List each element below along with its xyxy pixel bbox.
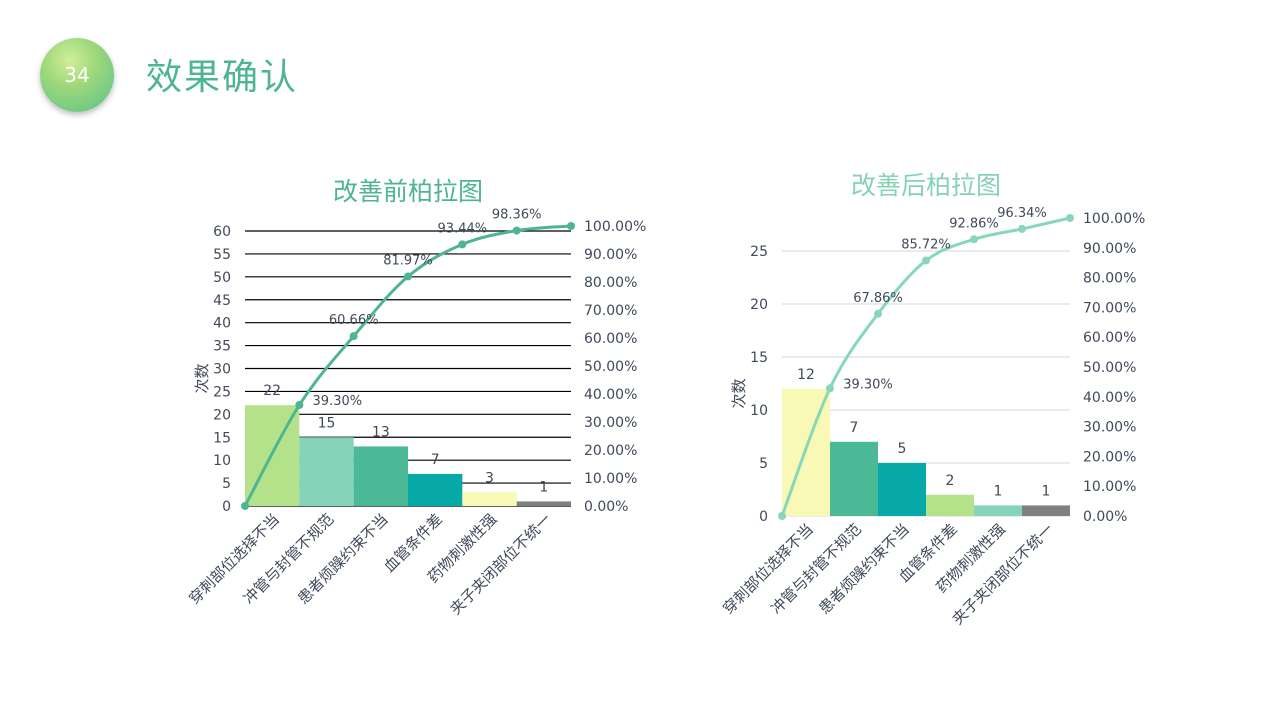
- before-y-tick-label: 40: [213, 316, 231, 332]
- after-y2-tick-label: 30.00%: [1083, 420, 1136, 436]
- before-y-tick-label: 35: [213, 339, 231, 355]
- slide-title: 效果确认: [146, 57, 299, 98]
- after-y-tick-label: 20: [750, 297, 768, 313]
- before-y-tick-label: 10: [213, 453, 231, 469]
- after-y-tick-label: 5: [759, 456, 768, 472]
- before-bar: [516, 501, 571, 506]
- after-y2-tick-label: 70.00%: [1083, 300, 1136, 316]
- before-bar-value-label: 1: [539, 479, 548, 495]
- before-cumulative-point: [349, 332, 358, 341]
- after-y2-tick-label: 90.00%: [1083, 241, 1136, 257]
- before-y-tick-label: 5: [222, 476, 231, 492]
- after-y2-tick-label: 50.00%: [1083, 360, 1136, 376]
- before-y2-tick-label: 50.00%: [584, 359, 637, 375]
- before-y2-tick-label: 10.00%: [584, 471, 637, 487]
- after-cumulative-point: [826, 384, 834, 393]
- after-cumulative-point: [1018, 224, 1026, 233]
- before-cumulative-label: 39.30%: [313, 394, 363, 409]
- before-bar-value-label: 3: [485, 470, 494, 486]
- after-y2-tick-label: 60.00%: [1083, 330, 1136, 346]
- after-y2-tick-label: 20.00%: [1083, 449, 1136, 465]
- before-y-tick-label: 50: [213, 270, 231, 286]
- after-bar: [926, 494, 974, 516]
- before-x-category-label: 穿刺部位选择不当: [185, 510, 283, 608]
- after-bar: [878, 463, 926, 516]
- after-bar: [830, 441, 878, 516]
- after-cumulative-point: [1066, 214, 1074, 222]
- before-bar: [299, 437, 354, 506]
- after-y2-tick-label: 0.00%: [1083, 509, 1127, 525]
- after-bar-value-label: 7: [850, 420, 859, 436]
- page-number-badge: 34: [40, 38, 114, 112]
- after-cumulative-label: 96.34%: [997, 206, 1047, 221]
- before-y2-tick-label: 40.00%: [584, 387, 637, 403]
- chart-before-title: 改善前柏拉图: [332, 177, 483, 206]
- before-y2-tick-label: 90.00%: [584, 247, 637, 263]
- after-bar-value-label: 1: [994, 483, 1003, 499]
- before-bar: [408, 473, 463, 506]
- before-y-tick-label: 30: [213, 362, 231, 378]
- after-cumulative-point: [970, 235, 978, 244]
- before-cumulative-label: 60.66%: [329, 313, 379, 328]
- after-bar: [974, 505, 1022, 516]
- before-bar-value-label: 22: [263, 383, 281, 399]
- after-bar-value-label: 2: [946, 473, 955, 489]
- before-y2-tick-label: 60.00%: [584, 331, 637, 347]
- after-y-tick-label: 25: [750, 244, 768, 260]
- after-y-tick-label: 10: [750, 403, 768, 419]
- before-y2-tick-label: 30.00%: [584, 415, 637, 431]
- after-y-tick-label: 0: [759, 509, 768, 525]
- before-y-tick-label: 25: [213, 384, 231, 400]
- after-bar-value-label: 12: [797, 367, 815, 383]
- after-bar-value-label: 1: [1042, 483, 1051, 499]
- after-cumulative-label: 85.72%: [901, 238, 951, 253]
- before-y-axis-label: 次数: [193, 363, 211, 393]
- before-bar-value-label: 15: [318, 415, 336, 431]
- after-bar-value-label: 5: [898, 441, 907, 457]
- before-y2-tick-label: 70.00%: [584, 303, 637, 319]
- after-cumulative-point: [778, 512, 786, 520]
- before-cumulative-label: 93.44%: [438, 221, 488, 236]
- before-cumulative-point: [295, 401, 304, 410]
- before-cumulative-point: [458, 240, 467, 249]
- after-y2-tick-label: 10.00%: [1083, 479, 1136, 495]
- after-cumulative-label: 92.86%: [949, 216, 999, 231]
- before-y2-tick-label: 0.00%: [584, 499, 628, 515]
- after-y2-tick-label: 100.00%: [1083, 211, 1145, 227]
- before-y-tick-label: 20: [213, 407, 231, 423]
- before-y2-tick-label: 100.00%: [584, 219, 646, 235]
- after-cumulative-label: 39.30%: [843, 377, 893, 392]
- before-cumulative-point: [241, 502, 249, 510]
- before-y2-tick-label: 80.00%: [584, 275, 637, 291]
- before-bar: [462, 492, 517, 506]
- before-y-tick-label: 55: [213, 247, 231, 263]
- before-y-tick-label: 15: [213, 430, 231, 446]
- after-y-tick-label: 15: [750, 350, 768, 366]
- after-cumulative-point: [922, 256, 930, 265]
- before-y2-tick-label: 20.00%: [584, 443, 637, 459]
- after-y-axis-label: 次数: [730, 378, 748, 408]
- before-y-tick-label: 0: [222, 499, 231, 515]
- before-cumulative-point: [404, 272, 412, 281]
- before-bar-value-label: 13: [372, 424, 390, 440]
- before-bar-value-label: 7: [431, 452, 440, 468]
- before-x-category-label: 夹子夹闭部位不统一: [446, 510, 554, 618]
- chart-after-title: 改善后柏拉图: [850, 171, 1001, 200]
- before-cumulative-point: [512, 226, 521, 235]
- before-cumulative-label: 81.97%: [383, 253, 433, 268]
- after-y2-tick-label: 40.00%: [1083, 390, 1136, 406]
- after-bar: [1022, 505, 1070, 516]
- after-y2-tick-label: 80.00%: [1083, 271, 1136, 287]
- before-y-tick-label: 45: [213, 293, 231, 309]
- before-bar: [353, 446, 408, 506]
- before-cumulative-point: [567, 222, 575, 230]
- after-cumulative-point: [874, 309, 882, 318]
- before-cumulative-label: 98.36%: [492, 208, 542, 223]
- after-cumulative-label: 67.86%: [853, 291, 903, 306]
- before-y-tick-label: 60: [213, 224, 231, 240]
